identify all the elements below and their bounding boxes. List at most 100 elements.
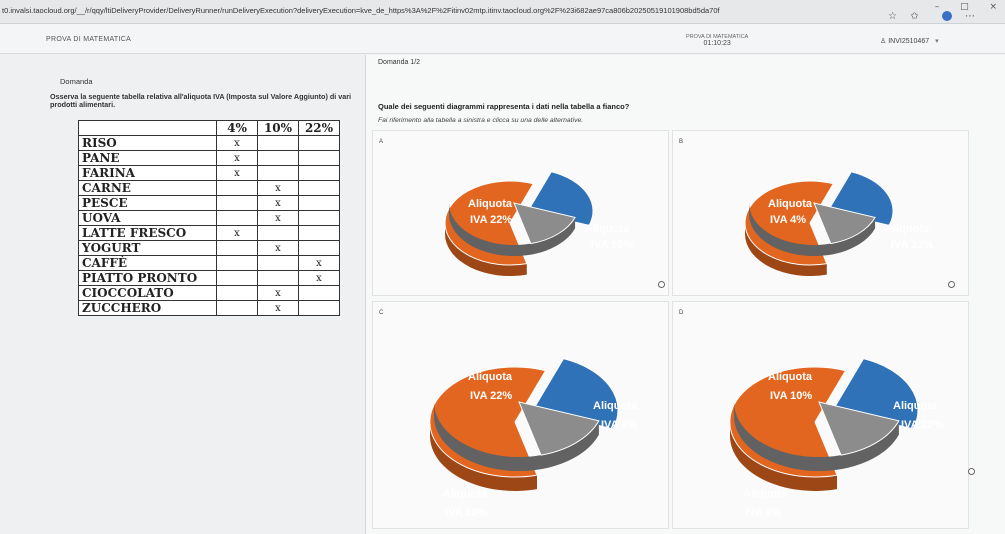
pie-label: IVA 4% [601,419,637,431]
rate-mark: x [257,210,299,226]
browser-toolbar: t0.invalsi.taocloud.org/__/r/qqy/ltiDeli… [0,0,1005,24]
pie-label: IVA 10% [770,390,812,402]
pie-label: Aliquota [893,400,938,412]
answer-option-d[interactable]: D Aliquota IVA 10% Aliquota IVA 22% Aliquota I… [672,301,975,529]
table-row: FARINA x [78,165,340,181]
star-icon[interactable]: ☆ [888,11,898,22]
answer-option-c[interactable]: C Aliquota IVA 22% Aliquota IVA 4% Aliquota IV… [372,301,685,529]
pie-label: Aliquota [743,488,788,500]
question-hint: Fai riferimento alla tabella a sinistra … [378,117,584,124]
address-bar[interactable]: t0.invalsi.taocloud.org/__/r/qqy/ltiDeli… [2,6,720,15]
rate-mark [257,165,299,181]
iva-table: 4% 10% 22% RISO x PANE x FARINA x CARNE x PESCE x… [78,120,340,316]
slice-orange [729,366,847,491]
question-text: Quale dei seguenti diagrammi rappresenta… [378,102,630,111]
table-header-row: 4% 10% 22% [78,120,340,136]
pie-label: Aliquota [768,198,813,210]
rate-mark [298,210,340,226]
stimulus-heading: Domanda [60,77,93,86]
option-letter: D [679,310,684,316]
product-name: CARNE [78,180,217,196]
table-row: UOVA x [78,210,340,226]
rate-mark: x [216,225,258,241]
rate-mark: x [257,240,299,256]
pie-label: IVA 22% [901,419,943,431]
product-name: FARINA [78,165,217,181]
slice-orange [744,180,835,277]
pie-label: IVA 10% [445,507,487,519]
rate-mark: x [257,285,299,301]
table-header-corner [78,120,217,136]
pie-label: Aliquota [443,488,488,500]
timer-label: PROVA DI MATEMATICA [686,34,749,40]
table-header-22: 22% [298,120,340,136]
table-row: YOGURT x [78,240,340,256]
question-number: Domanda 1/2 [378,59,421,66]
rate-mark [257,255,299,271]
option-letter: A [379,139,384,145]
rate-mark [216,255,258,271]
slice-gray [748,202,876,257]
pie-label: Aliquota [585,223,630,235]
question-pane: Domanda 1/2 Quale dei seguenti diagrammi… [365,55,1005,534]
pie-label: IVA 10% [591,239,633,251]
pie-label: IVA 22% [470,214,512,226]
pie-label: IVA 22% [470,390,512,402]
radio-option-b[interactable] [948,281,955,288]
user-icon: ♙ [880,38,887,45]
extension-icon[interactable] [932,11,952,22]
rate-mark: x [257,180,299,196]
table-row: LATTE FRESCO x [78,225,340,241]
option-letter: B [679,139,684,145]
minimize-button[interactable]: – [934,2,940,12]
rate-mark: x [257,195,299,211]
rate-mark [216,240,258,256]
rate-mark [216,285,258,301]
rate-mark [298,240,340,256]
slice-orange [429,366,547,491]
product-name: CAFFÈ [78,255,217,271]
product-name: PIATTO PRONTO [78,270,217,286]
rate-mark [257,270,299,286]
product-name: RISO [78,135,217,151]
rate-mark [216,195,258,211]
stimulus-pane: Domanda Osserva la seguente tabella rela… [0,55,365,534]
table-row: CARNE x [78,180,340,196]
rate-mark [257,225,299,241]
product-name: YOGURT [78,240,217,256]
pie-label: IVA 4% [770,214,806,226]
rate-mark [216,270,258,286]
restore-button[interactable]: □ [960,2,969,12]
close-button[interactable]: × [989,2,997,12]
product-name: UOVA [78,210,217,226]
radio-option-d[interactable] [968,468,975,475]
rate-mark [216,300,258,316]
menu-dots-icon[interactable]: ⋯ [965,11,975,22]
table-row: PESCE x [78,195,340,211]
radio-option-a[interactable] [658,281,665,288]
rate-mark [298,285,340,301]
rate-mark: x [257,300,299,316]
rate-mark [298,195,340,211]
pie-label: Aliquota [468,198,513,210]
pie-label: Aliquota [593,400,638,412]
app-header: PROVA DI MATEMATICA PROVA DI MATEMATICA … [0,24,1005,54]
bookmark-icon[interactable]: ✩ [910,11,919,22]
user-menu[interactable]: ♙ INVI2510467 ▾ [880,37,939,45]
rate-mark: x [216,165,258,181]
rate-mark [298,225,340,241]
rate-mark: x [216,135,258,151]
rate-mark: x [298,255,340,271]
table-row: PANE x [78,150,340,166]
rate-mark [298,135,340,151]
pie-label: Aliquota [468,371,513,383]
product-name: ZUCCHERO [78,300,217,316]
timer-block: PROVA DI MATEMATICA 01:10:23 [686,34,748,47]
rate-mark [298,300,340,316]
rate-mark: x [298,270,340,286]
rate-mark [216,180,258,196]
